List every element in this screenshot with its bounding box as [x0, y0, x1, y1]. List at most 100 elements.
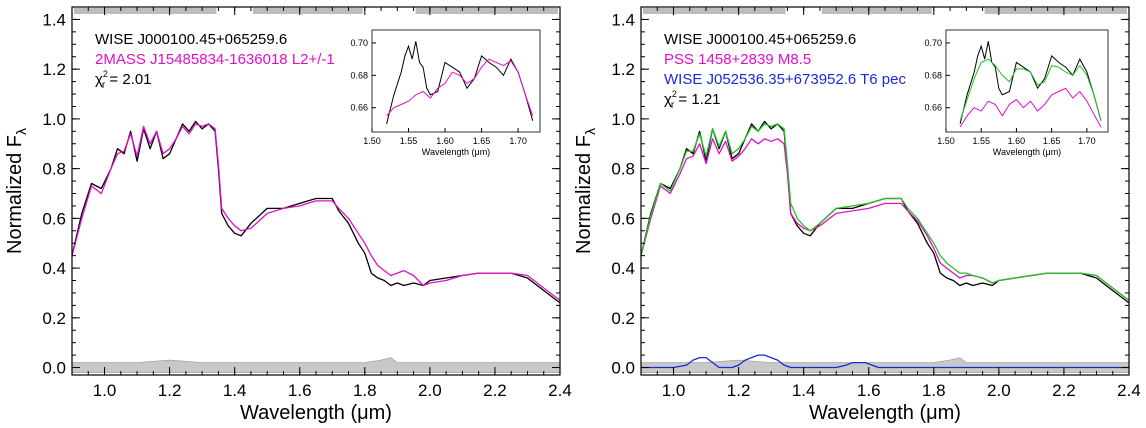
inset-x-axis-title: Wavelength (μm) [422, 147, 490, 157]
series-line-3 [640, 123, 1130, 301]
y-tick-label: 0.0 [611, 359, 635, 378]
inset-x-tick-label: 1.70 [1078, 136, 1096, 146]
x-tick-label: 2.2 [483, 381, 507, 400]
telluric-band [415, 8, 558, 14]
series-line-2 [71, 123, 561, 301]
inset-series-line-1 [386, 41, 534, 125]
x-tick-label: 1.0 [662, 381, 686, 400]
x-axis-title: Wavelength (μm) [240, 402, 392, 424]
inset-x-title-main: Wavelength ( [993, 147, 1046, 157]
x-axis-title-mu: μ [926, 402, 938, 424]
x-tick-label: 1.6 [857, 381, 881, 400]
chart-panel-2: 1.0 1.2 1.4 1.6 1.8 2.0 2.2 2.4 0.0 0.2 0.4 0.6 0.8 1… [573, 6, 1141, 424]
legend-entry: χ2 r = 2.01 [95, 69, 152, 91]
y-tick-label: 1.0 [611, 110, 635, 129]
y-tick-label: 0.6 [611, 209, 635, 228]
inset-y-tick-label: 0.68 [350, 70, 368, 80]
legend-chi-value: = 1.21 [674, 91, 720, 108]
series-line-2 [640, 138, 1130, 301]
inset-plot: 1.50 1.55 1.60 1.65 1.70 0.66 0.68 0.70 Waveleng… [924, 29, 1109, 157]
legend-entry: WISE J000100.45+065259.6 [664, 31, 856, 48]
telluric-band [643, 8, 786, 14]
x-tick-label: 2.0 [987, 381, 1011, 400]
error-band [71, 357, 561, 373]
x-tick-label: 1.6 [288, 381, 312, 400]
x-tick-label: 2.4 [1117, 381, 1141, 400]
inset-plot: 1.50 1.55 1.60 1.65 1.70 0.66 0.68 0.70 Waveleng… [350, 29, 541, 157]
inset-x-title-mu: μ [475, 147, 480, 157]
x-tick-label: 1.8 [353, 381, 377, 400]
inset-series-line-2 [959, 87, 1102, 128]
y-axis-title: Normalized Fλ [4, 128, 29, 254]
series-line-4 [641, 354, 1129, 369]
x-tick-label: 2.0 [418, 381, 442, 400]
inset-x-tick-label: 1.65 [473, 136, 491, 146]
legend-entry: PSS 1458+2839 M8.5 [664, 51, 811, 68]
legend-chi: χ [95, 71, 103, 88]
y-tick-label: 1.4 [42, 10, 66, 29]
chart-panel-1: 1.0 1.2 1.4 1.6 1.8 2.0 2.2 2.4 0.0 0.2 0.4 0.6 0.8 1… [4, 6, 572, 424]
legend-entry: χ2 r = 1.21 [664, 89, 721, 111]
inset-x-tick-label: 1.50 [363, 136, 381, 146]
inset-y-tick-label: 0.68 [924, 70, 942, 80]
inset-y-tick-label: 0.66 [924, 103, 942, 113]
y-axis-title-main: Normalized F [4, 135, 26, 254]
y-axis-title: Normalized Fλ [573, 128, 598, 254]
y-tick-label: 0.8 [42, 160, 66, 179]
x-tick-label: 1.4 [223, 381, 247, 400]
series-line-1 [71, 120, 561, 304]
inset-y-tick-label: 0.70 [924, 38, 942, 48]
y-axis-title-sub: λ [582, 128, 598, 135]
inset-x-tick-label: 1.60 [436, 136, 454, 146]
inset-x-tick-label: 1.70 [509, 136, 527, 146]
x-tick-label: 2.2 [1052, 381, 1076, 400]
x-axis-title-mu: μ [357, 402, 369, 424]
inset-x-tick-label: 1.55 [400, 136, 418, 146]
inset-series-line-3 [959, 58, 1102, 121]
x-axis-title: Wavelength (μm) [809, 402, 961, 424]
inset-frame [945, 29, 1109, 133]
inset-y-tick-label: 0.66 [350, 103, 368, 113]
y-axis-title-main: Normalized F [573, 135, 595, 254]
y-tick-label: 1.2 [611, 60, 635, 79]
x-tick-label: 1.2 [158, 381, 182, 400]
error-band [640, 357, 1130, 373]
y-tick-label: 0.6 [42, 209, 66, 228]
inset-y-tick-label: 0.70 [350, 38, 368, 48]
x-tick-label: 1.8 [922, 381, 946, 400]
inset-x-axis-title: Wavelength (μm) [993, 147, 1061, 157]
inset-x-tick-label: 1.50 [937, 136, 955, 146]
y-tick-label: 0.0 [42, 359, 66, 378]
x-axis-title-main: Wavelength ( [809, 402, 926, 424]
legend-chi-value: = 2.01 [105, 71, 151, 88]
legend-chi-sub: r [671, 100, 675, 111]
inset-series-line-2 [386, 58, 534, 117]
y-tick-label: 1.2 [42, 60, 66, 79]
legend-entry: WISE J052536.35+673952.6 T6 pec [664, 71, 906, 88]
inset-x-tick-label: 1.65 [1043, 136, 1061, 146]
inset-x-title-main: Wavelength ( [422, 147, 475, 157]
legend-chi: χ [664, 91, 672, 108]
legend-chi-sup: 2 [103, 69, 108, 79]
x-tick-label: 1.0 [93, 381, 117, 400]
y-tick-label: 1.0 [42, 110, 66, 129]
telluric-band [821, 8, 932, 14]
x-axis-title-end: m) [369, 402, 392, 424]
legend-chi-sup: 2 [672, 89, 677, 99]
legend-entry: 2MASS J15485834-1636018 L2+/-1 [95, 51, 335, 68]
x-tick-label: 1.4 [792, 381, 816, 400]
telluric-band [984, 8, 1127, 14]
inset-frame [371, 29, 541, 133]
legend-chi-sub: r [102, 80, 106, 91]
x-axis-title-main: Wavelength ( [240, 402, 357, 424]
inset-x-tick-label: 1.60 [1008, 136, 1026, 146]
inset-x-title-end: m) [480, 147, 491, 157]
telluric-band [74, 8, 217, 14]
y-axis-title-sub: λ [13, 128, 29, 135]
legend-entry: WISE J000100.45+065259.6 [95, 31, 287, 48]
x-axis-title-end: m) [938, 402, 961, 424]
x-tick-label: 1.2 [727, 381, 751, 400]
inset-x-tick-label: 1.55 [972, 136, 990, 146]
y-tick-label: 0.2 [611, 309, 635, 328]
